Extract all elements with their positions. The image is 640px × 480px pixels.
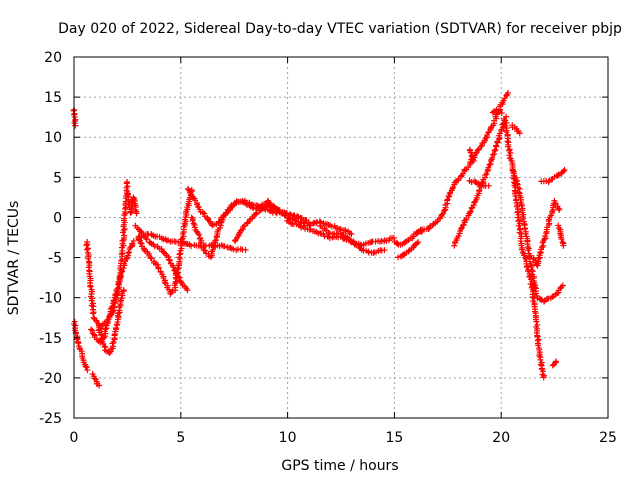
- x-axis-label: GPS time / hours: [281, 458, 398, 474]
- x-tick-label: 15: [385, 430, 403, 446]
- y-tick-label: 15: [44, 90, 62, 106]
- data-track: [555, 222, 566, 248]
- data-track: [189, 198, 312, 260]
- x-tick-label: 25: [599, 430, 617, 446]
- data-track: [550, 358, 559, 368]
- data-track: [451, 114, 509, 249]
- y-tick-label: -15: [39, 331, 62, 347]
- data-track: [90, 371, 102, 388]
- data-track: [88, 238, 137, 346]
- data-track: [538, 167, 567, 185]
- data-track: [509, 122, 523, 136]
- y-tick-label: -25: [39, 411, 62, 427]
- data-track: [84, 239, 97, 317]
- y-tick-label: -10: [39, 291, 62, 307]
- chart-title: Day 020 of 2022, Sidereal Day-to-day VTE…: [58, 21, 622, 37]
- x-tick-label: 20: [492, 430, 510, 446]
- data-points: [71, 90, 568, 389]
- y-tick-label: 0: [53, 210, 62, 226]
- data-track: [136, 231, 249, 253]
- y-tick-label: 5: [53, 170, 62, 186]
- x-tick-label: 10: [279, 430, 297, 446]
- sdtvar-chart: Day 020 of 2022, Sidereal Day-to-day VTE…: [0, 0, 640, 480]
- x-tick-label: 5: [176, 430, 185, 446]
- data-track: [510, 166, 566, 304]
- y-tick-label: 10: [44, 130, 62, 146]
- y-tick-label: -5: [48, 251, 62, 267]
- y-axis-label: SDTVAR / TECUs: [6, 201, 22, 316]
- y-tick-label: 20: [44, 50, 62, 66]
- y-tick-label: -20: [39, 371, 62, 387]
- x-tick-label: 0: [70, 430, 79, 446]
